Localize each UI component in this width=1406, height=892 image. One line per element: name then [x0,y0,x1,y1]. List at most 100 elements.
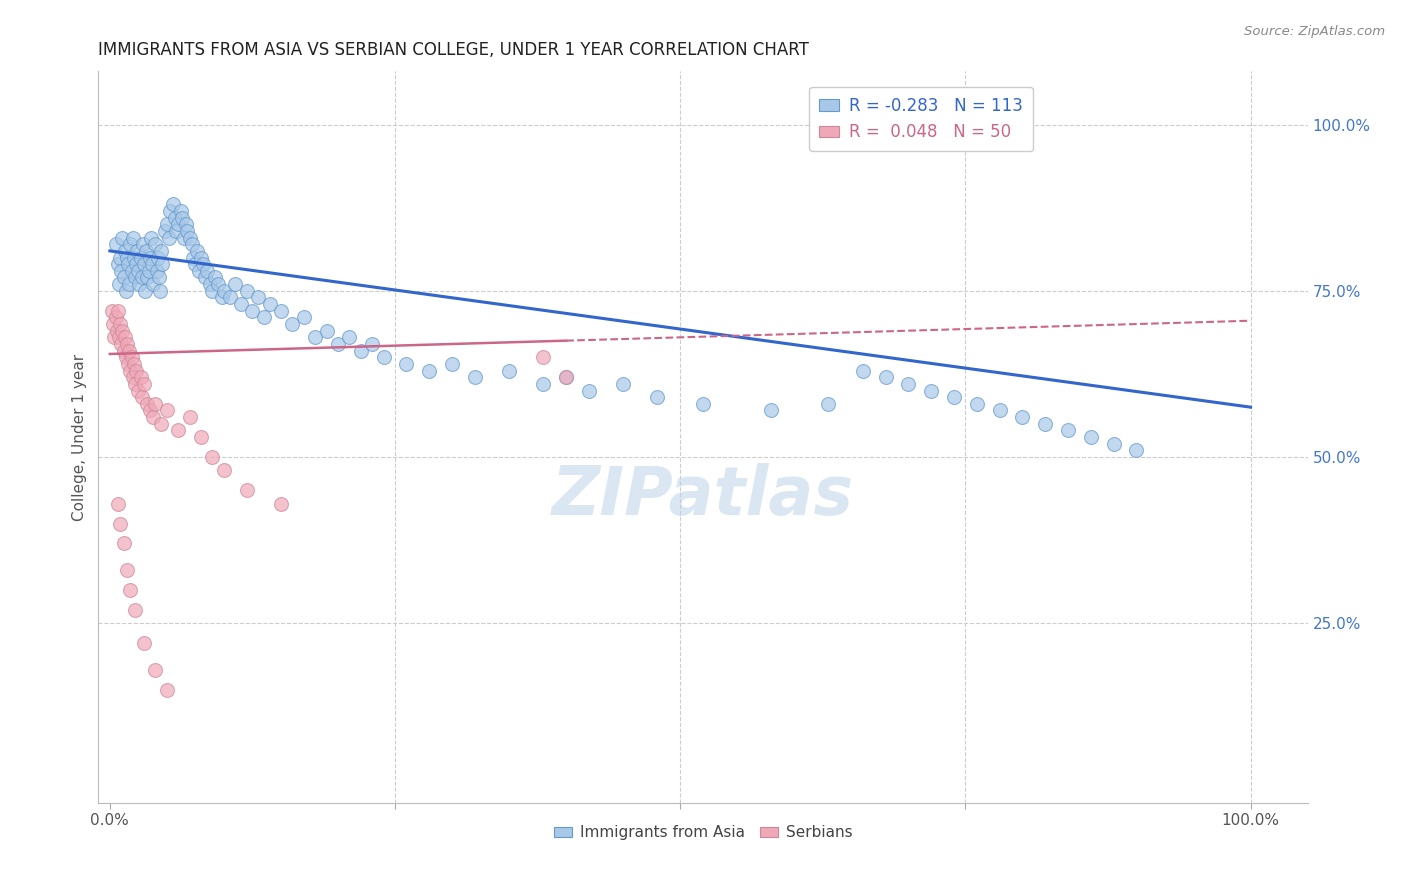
Point [121,264,143,278]
Point [122,251,145,265]
Point [212,284,235,298]
Point [136,270,159,285]
Point [173,230,195,244]
Point [108,330,131,344]
Point [555,370,578,384]
Point [131,390,153,404]
Text: Source: ZipAtlas.com: Source: ZipAtlas.com [1244,25,1385,38]
Point [361,337,384,351]
Point [121,351,143,365]
Point [167,424,190,438]
Point [150,244,173,258]
Text: ZIPatlas: ZIPatlas [553,463,853,529]
Point [167,217,190,231]
Point [121,370,143,384]
Point [150,257,173,271]
Point [128,277,150,292]
Point [165,224,187,238]
Legend: Immigrants from Asia, Serbians: Immigrants from Asia, Serbians [547,819,859,847]
Point [117,357,139,371]
Point [170,211,193,225]
Point [612,376,634,391]
Point [326,337,349,351]
Point [1033,417,1056,431]
Point [1080,430,1102,444]
Point [315,324,337,338]
Point [145,237,167,252]
Point [181,237,204,252]
Point [242,303,264,318]
Point [235,483,257,498]
Point [139,251,162,265]
Point [395,357,418,371]
Point [555,370,578,384]
Point [852,363,875,377]
Point [138,264,160,278]
Y-axis label: College, Under 1 year: College, Under 1 year [72,353,87,521]
Point [304,330,326,344]
Point [142,410,165,425]
Point [966,397,988,411]
Point [988,403,1011,417]
Point [224,277,246,292]
Point [270,303,292,318]
Point [259,297,281,311]
Point [163,211,186,225]
Point [179,230,201,244]
Point [247,290,270,304]
Point [281,317,304,331]
Point [1125,443,1147,458]
Point [114,351,136,365]
Point [134,284,156,298]
Point [204,270,226,285]
Point [115,251,138,265]
Point [127,264,149,278]
Point [761,403,783,417]
Point [229,297,252,311]
Point [200,277,222,292]
Point [817,397,839,411]
Point [195,264,218,278]
Point [207,277,229,292]
Point [112,536,135,550]
Point [107,257,129,271]
Point [193,257,215,271]
Point [127,244,149,258]
Point [201,450,224,464]
Point [692,397,714,411]
Point [125,363,148,377]
Point [124,376,146,391]
Point [201,284,224,298]
Point [186,244,208,258]
Point [187,264,209,278]
Point [139,230,162,244]
Point [150,417,173,431]
Point [132,636,155,650]
Point [114,284,136,298]
Point [156,403,179,417]
Point [169,204,191,219]
Point [111,230,134,244]
Point [218,290,240,304]
Point [1011,410,1033,425]
Point [920,384,942,398]
Point [108,516,131,531]
Point [531,351,554,365]
Point [193,270,215,285]
Point [104,310,127,325]
Point [156,217,179,231]
Point [120,582,142,597]
Point [875,370,897,384]
Point [120,237,142,252]
Point [578,384,600,398]
Point [212,463,235,477]
Point [174,217,197,231]
Point [122,357,145,371]
Point [157,230,180,244]
Point [108,251,131,265]
Point [105,324,128,338]
Point [498,363,520,377]
Point [131,270,153,285]
Point [337,330,360,344]
Point [141,257,163,271]
